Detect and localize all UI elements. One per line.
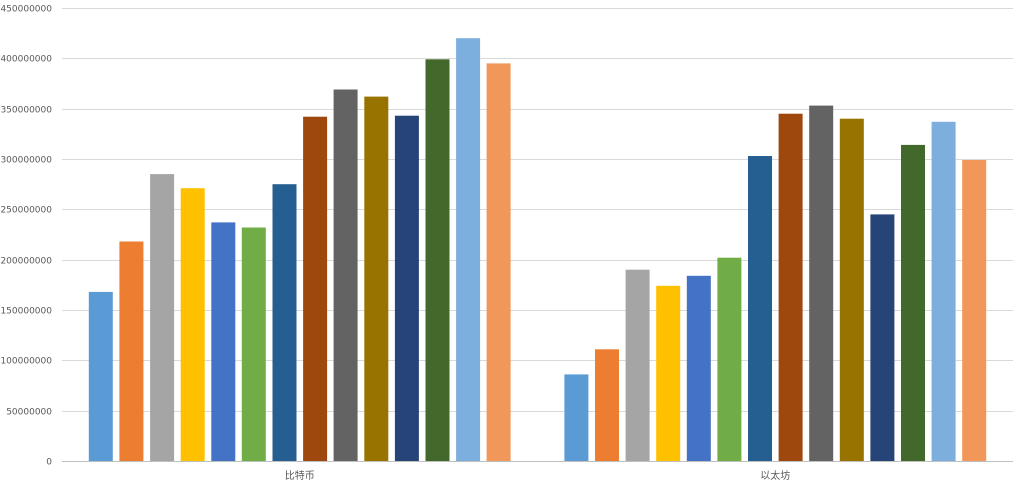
y-tick-label: 150000000 (0, 307, 52, 317)
bar (901, 144, 925, 461)
bar (425, 59, 450, 462)
y-tick-label: 300000000 (0, 156, 52, 166)
bar (625, 269, 650, 461)
bar (364, 96, 389, 461)
bar (88, 291, 113, 461)
bar (686, 275, 711, 461)
bar (656, 285, 681, 461)
bar (778, 113, 803, 461)
bar (241, 227, 266, 461)
bar (211, 222, 236, 461)
bar (962, 160, 987, 461)
x-category-label: 比特币 (285, 470, 315, 480)
bar (595, 349, 619, 461)
bar (272, 184, 297, 461)
bar (839, 118, 864, 461)
y-axis-tick-labels: 0 50000000 100000000 150000000 200000000 2500… (0, 5, 52, 468)
bar (394, 115, 419, 461)
bar (717, 257, 742, 461)
y-tick-label: 200000000 (0, 257, 52, 267)
x-category-label: 以太坊 (760, 469, 790, 480)
y-tick-label: 400000000 (0, 55, 52, 65)
x-axis-category-labels: 比特币 以太坊 (285, 469, 791, 480)
bar (150, 174, 175, 461)
bar (333, 89, 358, 461)
bars (88, 38, 987, 462)
y-tick-label: 350000000 (0, 106, 52, 116)
bar (809, 105, 834, 461)
y-tick-label: 450000000 (0, 5, 52, 15)
bar (180, 188, 205, 461)
bar (564, 374, 589, 461)
y-tick-label: 250000000 (0, 206, 52, 216)
bar (870, 214, 895, 461)
bar (486, 63, 511, 462)
y-tick-label: 0 (46, 458, 52, 468)
bar (303, 116, 328, 461)
bar (931, 121, 956, 462)
y-tick-label: 100000000 (0, 357, 52, 367)
bar (456, 38, 481, 461)
bar (748, 156, 772, 461)
bar (119, 241, 144, 461)
y-tick-label: 50000000 (6, 408, 52, 418)
